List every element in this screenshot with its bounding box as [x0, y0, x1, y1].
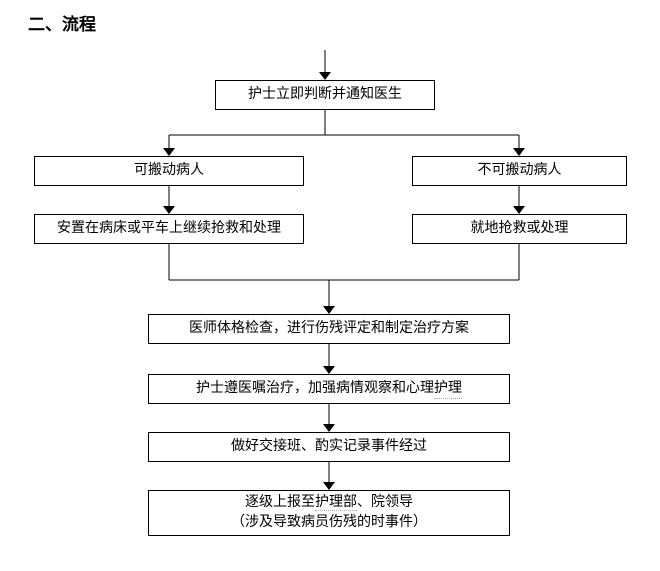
flow-node-n9: 逐级上报至护理部、院领导（涉及导致病员伤残的时事件） [148, 490, 510, 536]
section-title: 二、流程 [28, 10, 96, 35]
flow-node-n5: 就地抢救或处理 [412, 214, 627, 244]
flow-node-n3: 不可搬动病人 [412, 156, 627, 186]
flow-node-n2: 可搬动病人 [34, 156, 304, 186]
flow-node-n4: 安置在病床或平车上继续抢救和处理 [34, 214, 304, 244]
flow-node-n8: 做好交接班、酌实记录事件经过 [148, 432, 510, 462]
flow-node-n1: 护士立即判断并通知医生 [215, 80, 435, 110]
flow-node-n6: 医师体格检查，进行伤残评定和制定治疗方案 [148, 314, 510, 344]
flow-node-n7: 护士遵医嘱治疗，加强病情观察和心理护理 [148, 374, 510, 404]
